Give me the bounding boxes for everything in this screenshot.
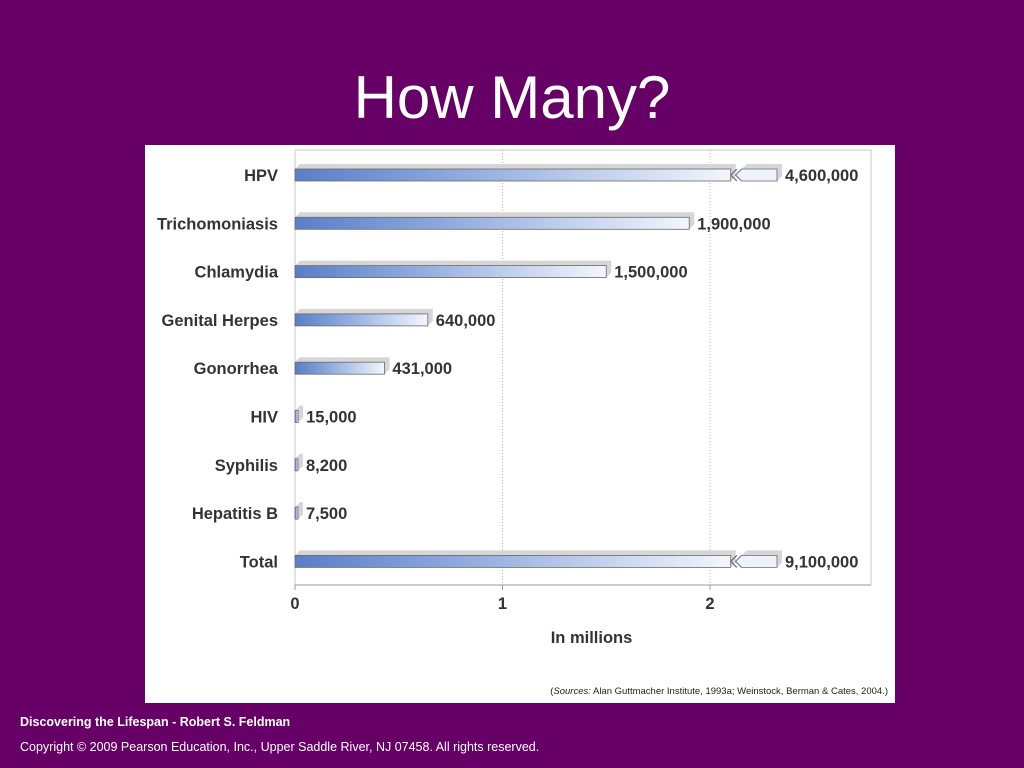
category-label: Genital Herpes bbox=[162, 312, 278, 330]
bar-group bbox=[294, 164, 782, 182]
x-axis-label: In millions bbox=[551, 629, 633, 647]
value-label: 431,000 bbox=[392, 360, 452, 378]
bar-group bbox=[294, 308, 433, 327]
value-label: 8,200 bbox=[306, 457, 347, 475]
category-label: Trichomoniasis bbox=[157, 215, 278, 233]
bar bbox=[294, 554, 732, 568]
chart-panel: HPV 4,600,000 Trichomoniasis 1,900,000 Chlam… bbox=[145, 145, 895, 703]
category-label: Hepatitis B bbox=[192, 505, 278, 523]
value-label: 7,500 bbox=[306, 505, 347, 523]
bar-group bbox=[294, 357, 390, 375]
value-label: 640,000 bbox=[436, 312, 496, 330]
bar-group bbox=[294, 212, 695, 230]
bar bbox=[294, 410, 299, 423]
x-tick-label: 0 bbox=[290, 595, 299, 613]
value-label: 1,500,000 bbox=[614, 264, 687, 282]
axis-layer: 0 1 2 In millions bbox=[290, 584, 871, 647]
category-label: Chlamydia bbox=[195, 264, 279, 282]
value-label: 15,000 bbox=[306, 409, 356, 427]
bar bbox=[294, 168, 732, 182]
bar-group bbox=[294, 453, 303, 472]
category-label: Syphilis bbox=[215, 457, 278, 475]
footer-copyright: Copyright © 2009 Pearson Education, Inc.… bbox=[20, 740, 540, 754]
bar-group bbox=[294, 550, 782, 568]
label-layer: HPV 4,600,000 Trichomoniasis 1,900,000 Chlam… bbox=[157, 167, 858, 571]
source-note: (Sources: Alan Guttmacher Institute, 199… bbox=[550, 686, 888, 697]
bar-stub bbox=[735, 555, 778, 568]
bar-chart: HPV 4,600,000 Trichomoniasis 1,900,000 Chlam… bbox=[157, 149, 888, 697]
bar-group bbox=[294, 502, 303, 520]
value-label: 9,100,000 bbox=[785, 553, 858, 571]
category-label: HPV bbox=[244, 167, 278, 185]
category-label: HIV bbox=[250, 409, 278, 427]
slide-title: How Many? bbox=[353, 64, 671, 131]
category-label: Total bbox=[240, 553, 278, 571]
source-text: Alan Guttmacher Institute, 1993a; Weinst… bbox=[591, 686, 888, 697]
value-label: 1,900,000 bbox=[697, 215, 770, 233]
source-label: Sources: bbox=[553, 686, 591, 697]
bar bbox=[294, 458, 299, 472]
x-tick-label: 2 bbox=[705, 595, 714, 613]
bar-group bbox=[294, 260, 612, 278]
footer-book-title: Discovering the Lifespan - Robert S. Fel… bbox=[20, 715, 291, 729]
source-prefix: ( bbox=[550, 686, 554, 697]
break-mark bbox=[729, 168, 738, 182]
bar-stub bbox=[735, 168, 778, 182]
bar-group bbox=[294, 405, 304, 423]
break-mark bbox=[729, 554, 738, 568]
category-label: Gonorrhea bbox=[194, 360, 279, 378]
value-label: 4,600,000 bbox=[785, 167, 858, 185]
x-tick-label: 1 bbox=[498, 595, 507, 613]
bar-layer bbox=[294, 164, 782, 568]
bar bbox=[294, 313, 429, 327]
bar bbox=[294, 216, 690, 230]
bar bbox=[294, 506, 299, 520]
bar bbox=[294, 265, 607, 278]
bar bbox=[294, 361, 385, 375]
